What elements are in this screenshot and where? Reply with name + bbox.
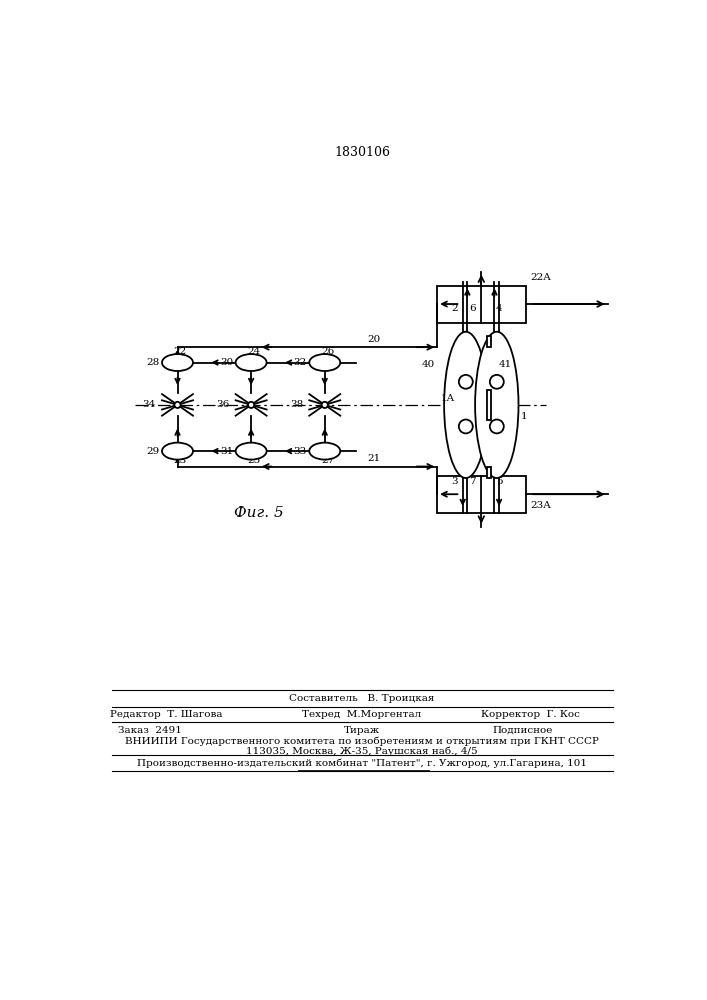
Text: Производственно-издательский комбинат "Патент", г. Ужгород, ул.Гагарина, 101: Производственно-издательский комбинат "П… [137,758,587,768]
Text: 28: 28 [146,358,160,367]
Bar [437,476,526,513]
Ellipse shape [162,354,193,371]
Text: 26: 26 [321,347,334,356]
Ellipse shape [309,443,340,460]
Ellipse shape [444,332,488,478]
Text: 4: 4 [496,304,503,313]
Text: 25: 25 [247,456,260,465]
Text: 41: 41 [499,360,513,369]
Bar [486,467,491,478]
Text: 20: 20 [368,335,380,344]
Text: 24: 24 [247,347,260,356]
Text: 29: 29 [146,447,160,456]
Circle shape [490,420,504,433]
Text: Подписное: Подписное [492,726,553,735]
Text: 1A: 1A [441,394,455,403]
Text: 31: 31 [220,447,233,456]
Text: 34: 34 [143,400,156,409]
Text: Техред  М.Моргентал: Техред М.Моргентал [303,710,421,719]
Text: Составитель   В. Троицкая: Составитель В. Троицкая [289,694,435,703]
Text: 30: 30 [220,358,233,367]
Text: 7: 7 [469,477,476,486]
Circle shape [459,375,473,389]
Circle shape [490,375,504,389]
Text: ВНИИПИ Государственного комитета по изобретениям и открытиям при ГКНТ СССР: ВНИИПИ Государственного комитета по изоб… [125,737,599,746]
Text: 32: 32 [293,358,307,367]
Bar [486,336,491,347]
Text: 22A: 22A [530,273,551,282]
Bar [486,390,491,420]
Text: 21: 21 [368,454,380,463]
Ellipse shape [475,332,518,478]
Text: Корректор  Г. Кос: Корректор Г. Кос [481,710,580,719]
Ellipse shape [162,443,193,460]
Text: 1830106: 1830106 [334,146,390,159]
Text: Заказ  2491: Заказ 2491 [119,726,182,735]
Text: 23: 23 [174,456,187,465]
Text: 36: 36 [216,400,230,409]
Text: 2: 2 [451,304,457,313]
Circle shape [248,402,255,408]
Text: 40: 40 [421,360,435,369]
Text: Редактор  Т. Шагова: Редактор Т. Шагова [110,710,222,719]
Text: 23A: 23A [530,500,551,510]
Bar [437,286,526,323]
Text: 27: 27 [321,456,334,465]
Text: 6: 6 [469,304,476,313]
Text: 1: 1 [521,412,527,421]
Circle shape [322,402,328,408]
Text: 33: 33 [293,447,307,456]
Text: 3: 3 [451,477,457,486]
Ellipse shape [309,354,340,371]
Text: Фиг. 5: Фиг. 5 [234,506,284,520]
Circle shape [459,420,473,433]
Ellipse shape [235,354,267,371]
Circle shape [175,402,180,408]
Text: 5: 5 [496,477,503,486]
Text: Тираж: Тираж [344,726,380,735]
Text: 38: 38 [290,400,303,409]
Text: 22: 22 [174,347,187,356]
Ellipse shape [235,443,267,460]
Text: 113035, Москва, Ж-35, Раушская наб., 4/5: 113035, Москва, Ж-35, Раушская наб., 4/5 [246,747,478,756]
